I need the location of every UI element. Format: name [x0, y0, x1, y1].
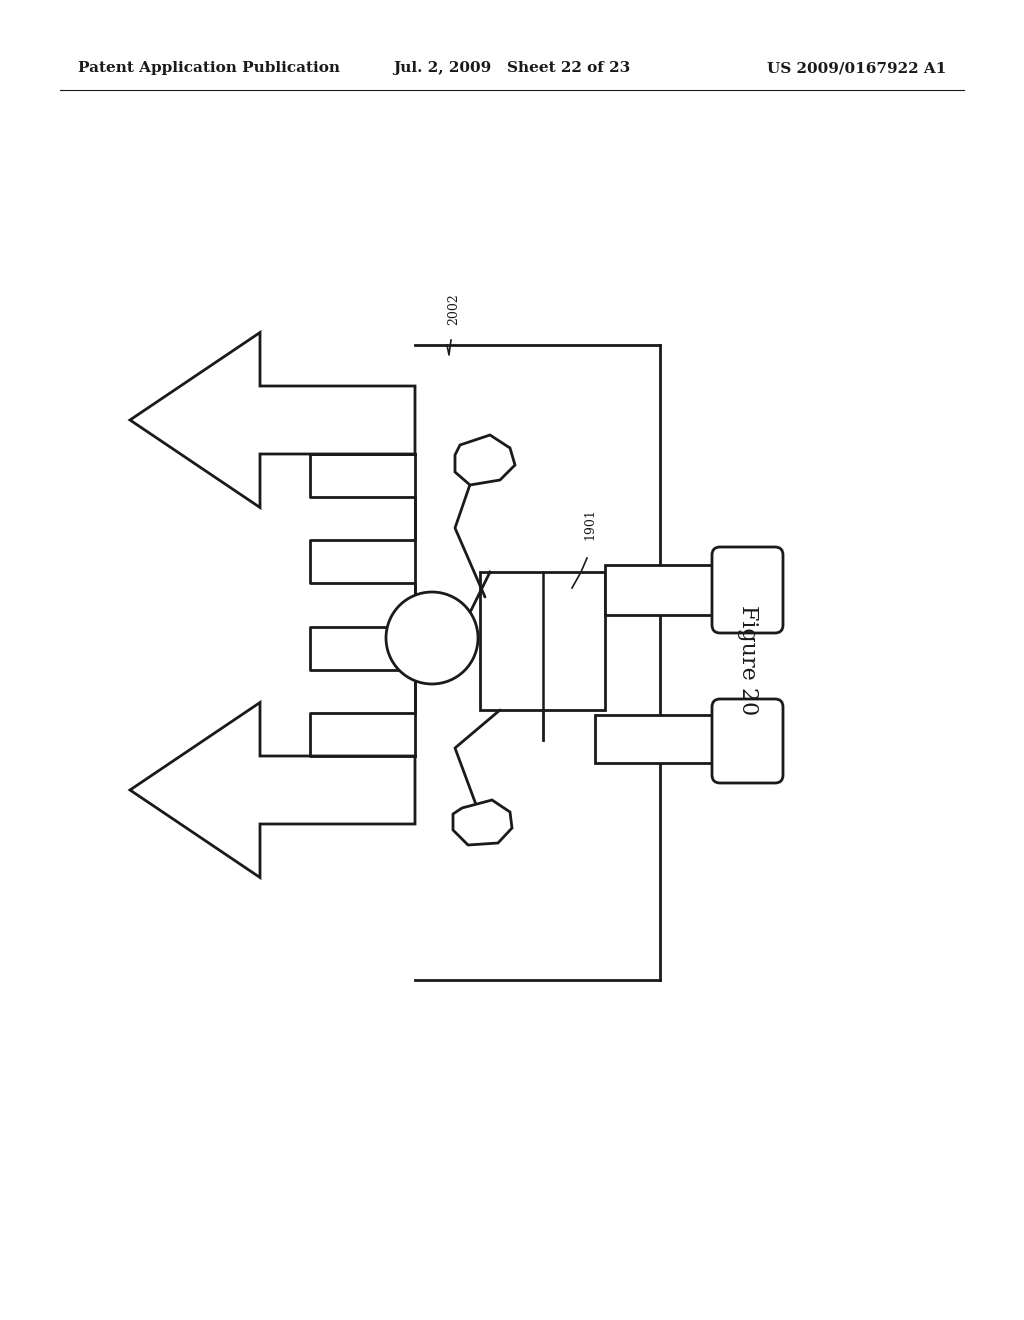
FancyBboxPatch shape [712, 546, 783, 634]
Polygon shape [455, 436, 515, 484]
Polygon shape [130, 333, 415, 507]
Polygon shape [480, 572, 605, 710]
Text: 1901: 1901 [584, 508, 597, 540]
Polygon shape [605, 565, 720, 615]
Text: 2002: 2002 [447, 293, 461, 325]
Text: US 2009/0167922 A1: US 2009/0167922 A1 [767, 61, 946, 75]
Text: Jul. 2, 2009   Sheet 22 of 23: Jul. 2, 2009 Sheet 22 of 23 [393, 61, 631, 75]
Polygon shape [130, 702, 415, 878]
Circle shape [386, 591, 478, 684]
Text: Figure 20: Figure 20 [737, 605, 759, 715]
Polygon shape [595, 715, 720, 763]
Polygon shape [453, 800, 512, 845]
FancyBboxPatch shape [712, 700, 783, 783]
Text: Patent Application Publication: Patent Application Publication [78, 61, 340, 75]
